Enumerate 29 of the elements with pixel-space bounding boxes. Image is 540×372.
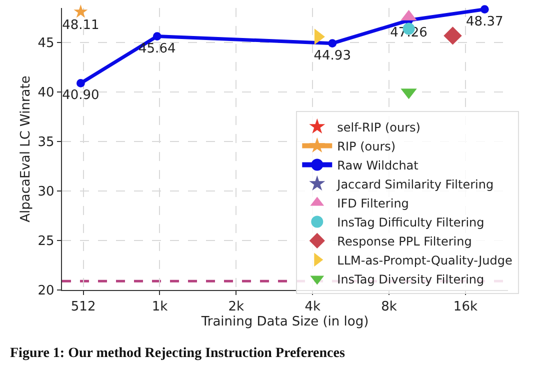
y-tick-label: 25	[38, 234, 54, 250]
legend-label: Jaccard Similarity Filtering	[336, 177, 494, 192]
legend-label: RIP (ours)	[337, 139, 396, 154]
legend-label: self-RIP (ours)	[337, 120, 420, 134]
data-label: 48.11	[62, 18, 100, 34]
legend-label: Raw Wildchat	[337, 158, 419, 172]
x-tick-label: 2k	[228, 300, 245, 315]
y-tick-label: 45	[38, 36, 54, 52]
legend-label: LLM-as-Prompt-Quality-Judge	[337, 253, 512, 268]
y-tick-label: 20	[38, 284, 54, 299]
x-tick-label: 512	[70, 300, 96, 315]
y-tick-label: 35	[38, 135, 54, 150]
x-tick-label: 4k	[304, 300, 321, 315]
x-axis-title: Training Data Size (in log)	[200, 314, 369, 330]
y-tick-label: 40	[38, 86, 54, 101]
legend-label: InsTag Difficulty Filtering	[337, 215, 484, 230]
y-axis-title: AlpacaEval LC Winrate	[18, 76, 34, 222]
x-tick-label: 1k	[152, 300, 168, 315]
data-label: 44.93	[314, 48, 351, 64]
caption: Figure 1: Our method Rejecting Instruction Preferences	[10, 346, 346, 361]
data-label: 40.90	[62, 88, 100, 104]
data-label: 48.37	[466, 14, 504, 30]
x-tick-label: 16k	[453, 300, 478, 315]
legend-label: IFD Filtering	[337, 196, 409, 210]
data-label: 45.64	[138, 41, 176, 56]
x-tick-label: 8k	[381, 300, 398, 315]
legend-label: InsTag Diversity Filtering	[337, 272, 484, 286]
legend-label: Response PPL Filtering	[337, 234, 472, 248]
y-tick-label: 30	[38, 184, 54, 200]
